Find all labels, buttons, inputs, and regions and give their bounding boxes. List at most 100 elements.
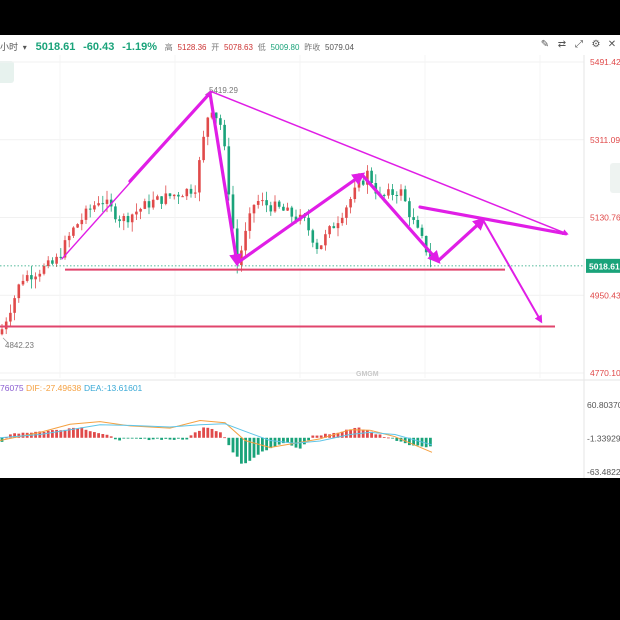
macd-histogram-bar bbox=[59, 430, 63, 438]
macd-histogram-bar bbox=[109, 436, 113, 438]
candle-body bbox=[412, 217, 415, 220]
candle-body bbox=[80, 219, 84, 225]
candle-body bbox=[357, 180, 361, 188]
y-tick-label: 5130.76 bbox=[590, 213, 620, 223]
macd-histogram-bar bbox=[307, 437, 310, 441]
macd-histogram-bar bbox=[345, 429, 348, 438]
dif-legend-value: -27.49638 bbox=[43, 383, 82, 393]
period-dropdown-icon[interactable]: ▾ bbox=[22, 43, 27, 52]
compare-icon[interactable]: ⇄ bbox=[557, 39, 567, 50]
candle-body bbox=[38, 273, 42, 277]
candle-body bbox=[118, 219, 121, 222]
candle-body bbox=[265, 200, 268, 206]
candle-body bbox=[93, 205, 96, 210]
candle-body bbox=[51, 260, 54, 264]
candle-body bbox=[269, 205, 273, 212]
watermark: GMGM bbox=[356, 371, 379, 378]
right-panel-tab[interactable] bbox=[610, 163, 620, 193]
draw-icon[interactable]: ✎ bbox=[540, 39, 550, 50]
low-label: 低 bbox=[257, 43, 266, 52]
macd-histogram-bar bbox=[424, 437, 428, 448]
macd-histogram-bar bbox=[261, 437, 264, 452]
candle-body bbox=[42, 266, 46, 274]
macd-histogram-bar bbox=[181, 437, 184, 440]
macd-histogram-bar bbox=[143, 437, 147, 439]
close-icon[interactable]: ✕ bbox=[607, 39, 617, 50]
candle-body bbox=[72, 227, 75, 236]
macd-histogram-bar bbox=[214, 431, 218, 438]
high-label: 高 bbox=[164, 43, 173, 52]
settings-icon[interactable]: ⚙ bbox=[591, 39, 601, 50]
candle-body bbox=[277, 201, 281, 207]
macd-histogram-bar bbox=[429, 437, 432, 447]
macd-histogram-bar bbox=[252, 437, 256, 458]
candle-body bbox=[235, 228, 239, 266]
candle-body bbox=[17, 284, 21, 299]
candle-body bbox=[76, 224, 79, 228]
top-black-band bbox=[0, 0, 620, 35]
macd-histogram-bar bbox=[168, 437, 172, 440]
macd-histogram-bar bbox=[118, 437, 121, 441]
macd-histogram-bar bbox=[223, 437, 226, 439]
macd-histogram-bar bbox=[17, 433, 21, 438]
macd-histogram-bar bbox=[256, 437, 260, 455]
macd-histogram-bar bbox=[290, 437, 294, 446]
candle-body bbox=[164, 193, 168, 204]
candle-body bbox=[46, 260, 50, 267]
candle-body bbox=[286, 207, 289, 211]
candle-body bbox=[420, 227, 424, 236]
candle-body bbox=[231, 194, 235, 229]
trend-arrow-overlay bbox=[128, 91, 212, 183]
macd-histogram-bar bbox=[361, 429, 365, 438]
min-marker-leader bbox=[2, 337, 9, 344]
prev-close-label: 昨收 bbox=[304, 43, 321, 52]
period-label[interactable]: 小时 bbox=[0, 42, 19, 52]
open-value: 5078.63 bbox=[224, 43, 253, 52]
candle-body bbox=[135, 211, 138, 215]
macd-histogram-bar bbox=[51, 430, 54, 438]
macd-histogram-bar bbox=[93, 432, 96, 438]
candle-body bbox=[261, 200, 264, 202]
candle-body bbox=[248, 213, 252, 231]
macd-histogram-bar bbox=[412, 437, 415, 446]
candle-body bbox=[59, 256, 63, 258]
macd-histogram-bar bbox=[235, 437, 239, 457]
candle-body bbox=[172, 194, 176, 197]
macd-histogram-bar bbox=[286, 437, 289, 443]
candle-body bbox=[290, 207, 294, 217]
candle-body bbox=[67, 235, 71, 241]
dea-legend-value: -13.61601 bbox=[104, 383, 143, 393]
macd-histogram-bar bbox=[311, 435, 315, 438]
candle-body bbox=[84, 208, 88, 220]
candle-body bbox=[143, 201, 147, 209]
candle-body bbox=[324, 234, 327, 246]
expand-icon[interactable]: ⤢ bbox=[575, 39, 583, 50]
macd-histogram-bar bbox=[164, 437, 168, 439]
candle-body bbox=[345, 207, 348, 218]
macd-histogram-bar bbox=[366, 429, 369, 438]
candle-body bbox=[88, 208, 92, 210]
macd-histogram-bar bbox=[336, 432, 340, 438]
dif-legend-label: DIF: bbox=[26, 383, 42, 393]
chart-header: 小时 ▾ 5018.61 -60.43 -1.19% 高 5128.36 开 5… bbox=[0, 40, 356, 54]
candle-body bbox=[416, 219, 420, 228]
macd-histogram-bar bbox=[193, 432, 197, 438]
trend-arrow bbox=[436, 217, 486, 263]
candle-body bbox=[193, 192, 197, 194]
low-value: 5009.80 bbox=[270, 43, 300, 52]
side-menu-button[interactable] bbox=[0, 61, 14, 83]
candle-body bbox=[252, 204, 256, 214]
high-value: 5128.36 bbox=[177, 43, 207, 52]
candle-body bbox=[382, 194, 386, 196]
macd-histogram-bar bbox=[315, 435, 319, 438]
macd-histogram-bar bbox=[189, 435, 193, 438]
macd-histogram-bar bbox=[135, 437, 138, 439]
macd-histogram-bar bbox=[72, 427, 75, 438]
candle-body bbox=[55, 256, 58, 264]
macd-histogram-bar bbox=[151, 437, 155, 440]
macd-histogram-bar bbox=[324, 433, 327, 438]
max-price-marker: 5419.29 bbox=[209, 86, 238, 95]
macd-histogram-bar bbox=[244, 437, 247, 464]
macd-histogram-bar bbox=[202, 427, 205, 438]
last-price: 5018.61 bbox=[35, 41, 76, 53]
